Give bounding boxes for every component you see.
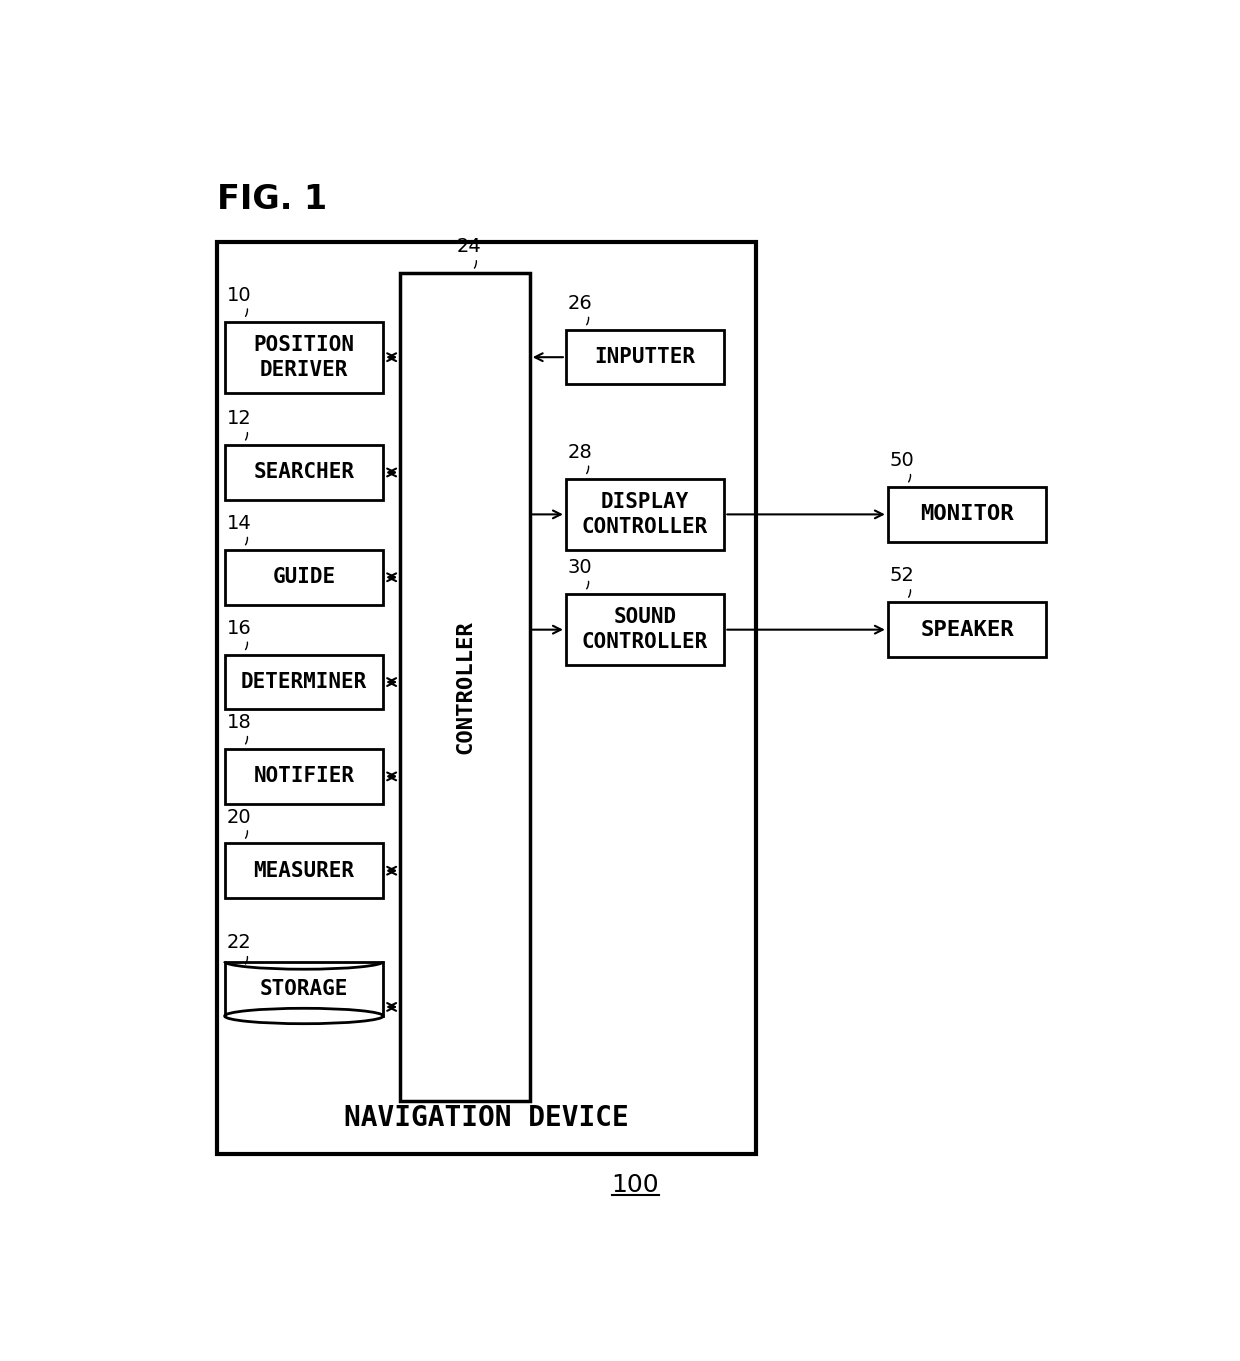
Bar <box>224 749 383 803</box>
Text: 30: 30 <box>568 558 593 577</box>
Text: DISPLAY
CONTROLLER: DISPLAY CONTROLLER <box>582 491 708 536</box>
Text: 24: 24 <box>456 237 481 256</box>
Text: 52: 52 <box>890 566 915 585</box>
Text: NAVIGATION DEVICE: NAVIGATION DEVICE <box>345 1104 629 1132</box>
Text: NOTIFIER: NOTIFIER <box>253 766 355 787</box>
Bar <box>224 550 383 604</box>
Text: 14: 14 <box>227 514 252 534</box>
Text: 12: 12 <box>227 410 252 429</box>
Text: 22: 22 <box>227 934 252 953</box>
Text: 100: 100 <box>611 1173 660 1198</box>
Bar <box>224 655 383 709</box>
Text: SPEAKER: SPEAKER <box>920 619 1014 640</box>
Ellipse shape <box>224 1009 383 1023</box>
Text: MONITOR: MONITOR <box>920 505 1014 524</box>
Text: INPUTTER: INPUTTER <box>595 347 696 367</box>
Bar <box>565 479 724 550</box>
Bar <box>565 329 724 384</box>
Text: DETERMINER: DETERMINER <box>241 672 367 691</box>
Bar <box>224 445 383 499</box>
Text: FIG. 1: FIG. 1 <box>217 184 327 216</box>
Bar <box>224 321 383 393</box>
Text: 28: 28 <box>568 442 593 461</box>
Bar <box>217 242 755 1154</box>
Bar <box>401 274 529 1101</box>
Text: 50: 50 <box>890 452 915 470</box>
Text: POSITION
DERIVER: POSITION DERIVER <box>253 335 355 380</box>
Bar <box>224 844 383 898</box>
Bar <box>888 487 1047 542</box>
Text: STORAGE: STORAGE <box>259 979 348 999</box>
Text: CONTROLLER: CONTROLLER <box>455 621 475 754</box>
Text: 18: 18 <box>227 713 252 732</box>
Text: 20: 20 <box>227 807 252 826</box>
Text: SOUND
CONTROLLER: SOUND CONTROLLER <box>582 607 708 652</box>
Text: 26: 26 <box>568 294 593 313</box>
Text: GUIDE: GUIDE <box>273 568 336 587</box>
Bar <box>888 603 1047 657</box>
Bar <box>565 593 724 666</box>
Text: MEASURER: MEASURER <box>253 860 355 881</box>
Text: 16: 16 <box>227 619 252 638</box>
Text: SEARCHER: SEARCHER <box>253 463 355 482</box>
Bar <box>224 961 383 1017</box>
Text: 10: 10 <box>227 286 252 305</box>
